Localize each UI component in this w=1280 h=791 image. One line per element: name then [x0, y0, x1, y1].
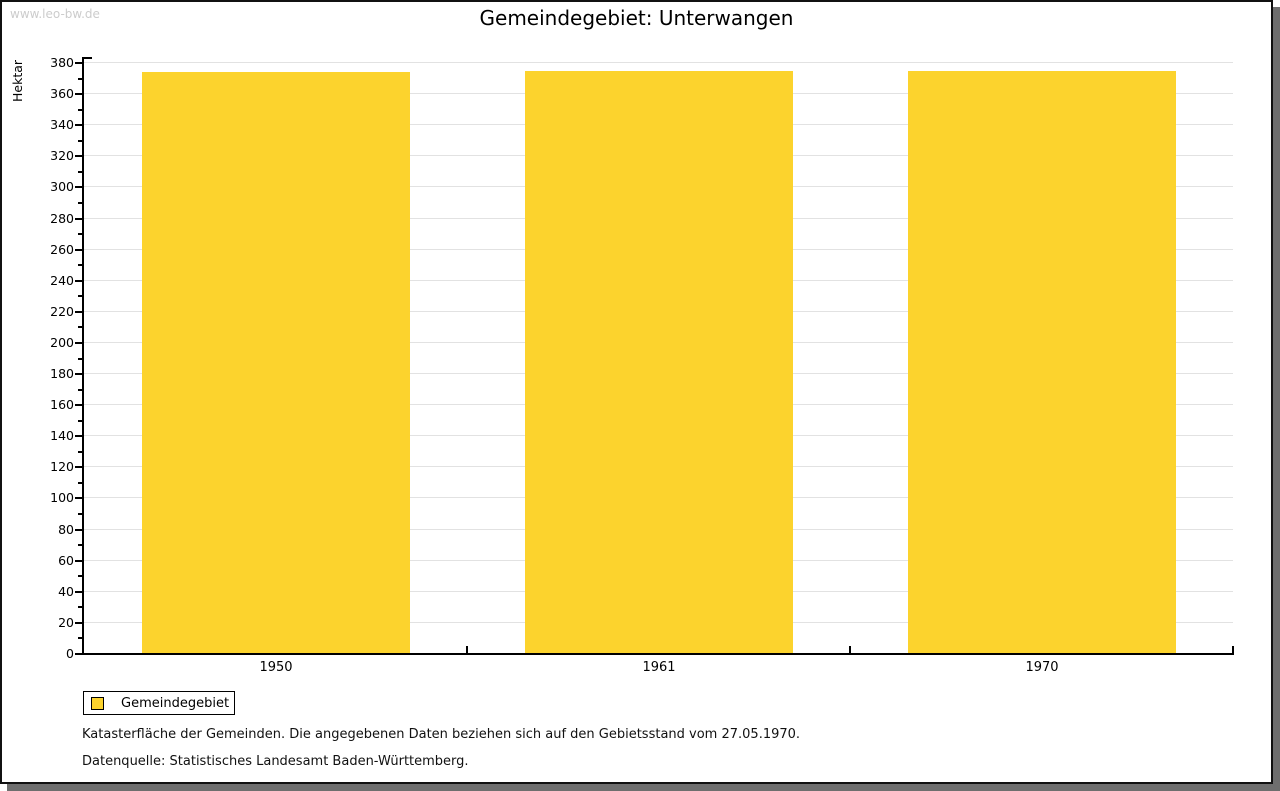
y-tick-label-100: 100 — [50, 490, 74, 505]
footnote-source: Datenquelle: Statistisches Landesamt Bad… — [82, 754, 469, 769]
y-minor-tick-210 — [78, 326, 82, 328]
y-major-tick-20 — [75, 622, 82, 624]
y-tick-label-160: 160 — [50, 397, 74, 412]
y-tick-label-320: 320 — [50, 148, 74, 163]
y-major-tick-180 — [75, 373, 82, 375]
legend-color-swatch — [91, 696, 104, 710]
y-axis-top-cap — [82, 57, 92, 59]
y-tick-label-360: 360 — [50, 86, 74, 101]
x-tick-label-1970: 1970 — [1025, 660, 1059, 675]
y-major-tick-320 — [75, 155, 82, 157]
y-tick-label-60: 60 — [58, 553, 74, 568]
y-major-tick-280 — [75, 218, 82, 220]
y-tick-label-200: 200 — [50, 335, 74, 350]
y-minor-tick-50 — [78, 575, 82, 577]
y-minor-tick-190 — [78, 358, 82, 360]
y-major-tick-360 — [75, 93, 82, 95]
y-major-tick-80 — [75, 529, 82, 531]
x-tick-label-1950: 1950 — [259, 660, 293, 675]
y-tick-label-140: 140 — [50, 428, 74, 443]
y-minor-tick-290 — [78, 202, 82, 204]
y-minor-tick-350 — [78, 109, 82, 111]
legend-label: Gemeindegebiet — [121, 695, 230, 711]
y-major-tick-100 — [75, 497, 82, 499]
y-tick-label-120: 120 — [50, 459, 74, 474]
y-minor-tick-10 — [78, 637, 82, 639]
y-major-tick-240 — [75, 280, 82, 282]
y-major-tick-140 — [75, 435, 82, 437]
x-boundary-tick-2 — [849, 646, 851, 654]
y-major-tick-300 — [75, 186, 82, 188]
y-major-tick-0 — [75, 653, 82, 655]
y-minor-tick-70 — [78, 544, 82, 546]
site-watermark: www.leo-bw.de — [10, 7, 100, 21]
y-tick-label-80: 80 — [58, 522, 74, 537]
y-minor-tick-90 — [78, 513, 82, 515]
x-boundary-tick-1 — [466, 646, 468, 654]
y-minor-tick-170 — [78, 389, 82, 391]
y-tick-label-20: 20 — [58, 615, 74, 630]
y-minor-tick-30 — [78, 606, 82, 608]
y-minor-tick-150 — [78, 420, 82, 422]
bar-1970 — [908, 71, 1176, 654]
x-tick-label-1961: 1961 — [642, 660, 676, 675]
y-tick-label-300: 300 — [50, 179, 74, 194]
y-major-tick-200 — [75, 342, 82, 344]
bar-1950 — [142, 72, 410, 654]
y-minor-tick-230 — [78, 295, 82, 297]
y-major-tick-40 — [75, 591, 82, 593]
legend-box: Gemeindegebiet — [83, 691, 235, 715]
y-major-tick-340 — [75, 124, 82, 126]
y-tick-label-260: 260 — [50, 242, 74, 257]
y-minor-tick-370 — [78, 78, 82, 80]
y-minor-tick-250 — [78, 264, 82, 266]
footnote-description: Katasterfläche der Gemeinden. Die angege… — [82, 727, 801, 742]
y-tick-label-240: 240 — [50, 273, 74, 288]
y-tick-label-380: 380 — [50, 55, 74, 70]
y-major-tick-60 — [75, 560, 82, 562]
y-minor-tick-270 — [78, 233, 82, 235]
y-minor-tick-310 — [78, 171, 82, 173]
y-minor-tick-130 — [78, 451, 82, 453]
y-major-tick-260 — [75, 249, 82, 251]
gridline-380 — [84, 62, 1233, 63]
y-major-tick-160 — [75, 404, 82, 406]
x-axis-line — [82, 653, 1234, 655]
y-minor-tick-330 — [78, 140, 82, 142]
y-tick-label-280: 280 — [50, 211, 74, 226]
y-tick-label-40: 40 — [58, 584, 74, 599]
x-axis-end-cap — [1232, 646, 1234, 654]
y-axis-line — [82, 57, 84, 655]
y-minor-tick-110 — [78, 482, 82, 484]
y-tick-label-180: 180 — [50, 366, 74, 381]
y-tick-label-340: 340 — [50, 117, 74, 132]
y-major-tick-120 — [75, 466, 82, 468]
chart-title: Gemeindegebiet: Unterwangen — [479, 6, 794, 30]
y-major-tick-220 — [75, 311, 82, 313]
y-tick-label-220: 220 — [50, 304, 74, 319]
plot-area: 0 20 40 60 80 100 120 140 160 180 200 220 240 260 280 3… — [2, 2, 1271, 782]
bar-1961 — [525, 71, 793, 654]
y-tick-label-0: 0 — [66, 646, 74, 661]
y-major-tick-380 — [75, 62, 82, 64]
